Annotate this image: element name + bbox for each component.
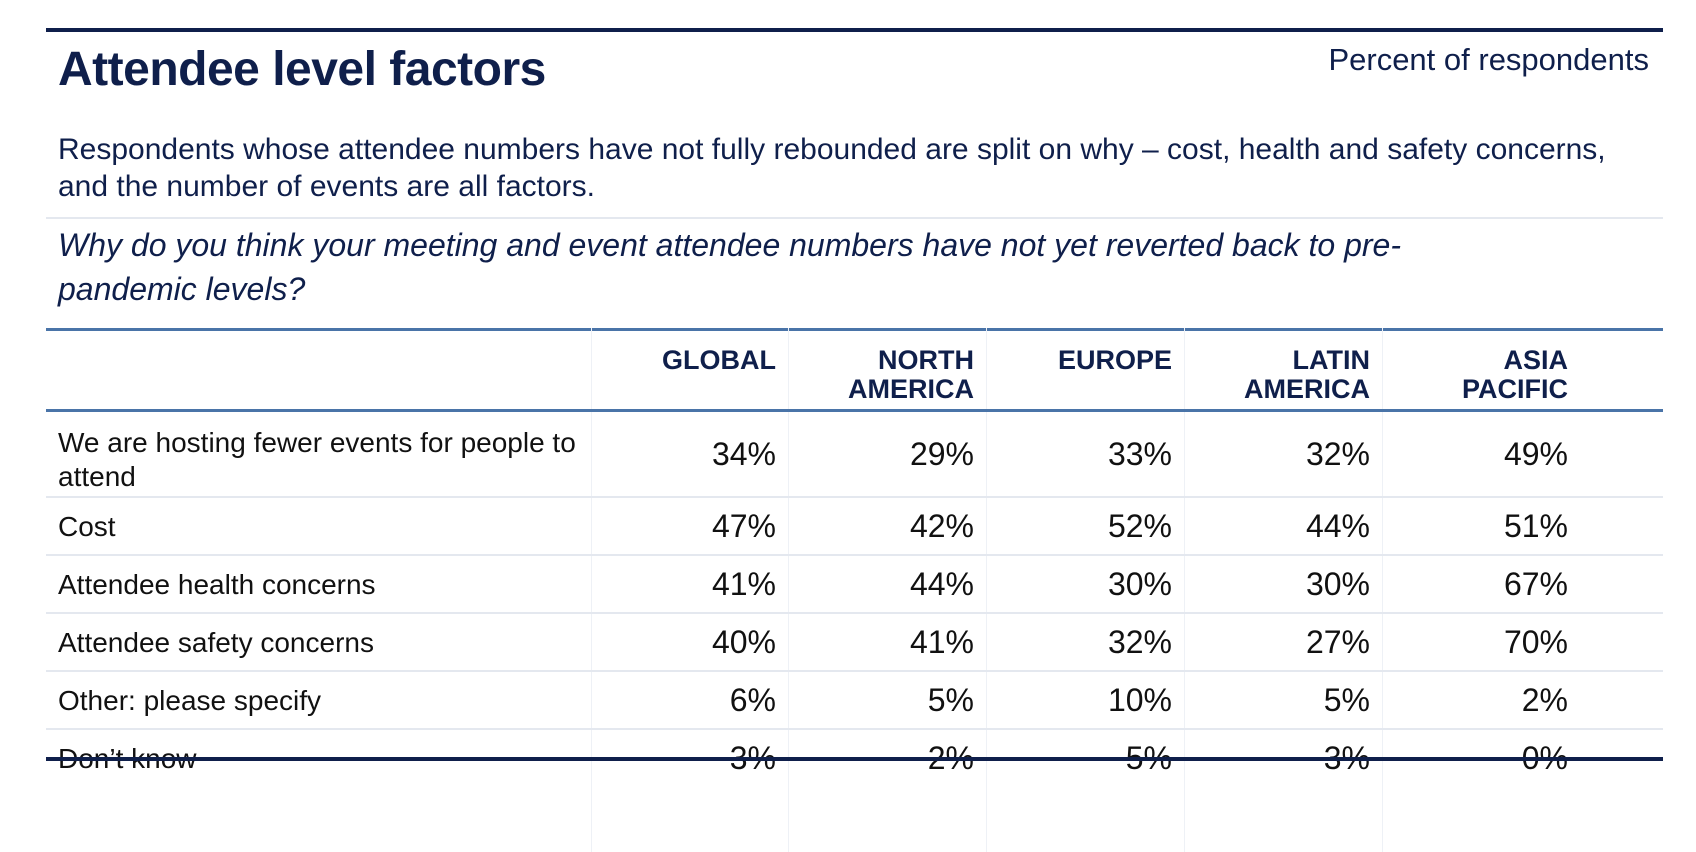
cell-north-america: 42% <box>909 508 974 544</box>
cell-latin-america: 30% <box>1305 566 1370 602</box>
top-rule <box>46 28 1663 32</box>
column-header-europe: EUROPE <box>1057 345 1172 375</box>
cell-latin-america: 27% <box>1305 624 1370 660</box>
description-text: Respondents whose attendee numbers have … <box>58 133 1606 203</box>
table-row: Other: please specify 6% 5% 10% 5% 2% <box>46 672 1663 728</box>
cell-global: 34% <box>711 436 776 472</box>
cell-global: 6% <box>729 682 776 718</box>
cell-asia-pacific: 2% <box>1521 682 1568 718</box>
cell-latin-america: 44% <box>1305 508 1370 544</box>
cell-asia-pacific: 70% <box>1503 624 1568 660</box>
cell-europe: 32% <box>1107 624 1172 660</box>
cell-latin-america: 5% <box>1323 682 1370 718</box>
question-text: Why do you think your meeting and event … <box>58 227 1401 307</box>
page-title: Attendee level factors <box>58 43 546 96</box>
column-header-north-america: NORTH AMERICA <box>848 345 974 404</box>
divider <box>46 217 1663 219</box>
row-divider <box>46 670 1663 672</box>
unit-label: Percent of respondents <box>1328 42 1649 77</box>
cell-global: 47% <box>711 508 776 544</box>
table-row: Attendee safety concerns 40% 41% 32% 27%… <box>46 614 1663 670</box>
header-bottom-rule <box>46 409 1663 412</box>
row-label: Attendee health concerns <box>58 569 376 600</box>
row-divider <box>46 496 1663 498</box>
row-label: We are hosting fewer events for people t… <box>58 427 576 492</box>
cell-north-america: 5% <box>927 682 974 718</box>
cell-europe: 33% <box>1107 436 1172 472</box>
table-frame: Attendee level factors Percent of respon… <box>46 28 1663 852</box>
column-header-asia-pacific: ASIA PACIFIC <box>1462 345 1568 404</box>
cell-europe: 10% <box>1107 682 1172 718</box>
cell-north-america: 29% <box>909 436 974 472</box>
cell-global: 40% <box>711 624 776 660</box>
cell-latin-america: 32% <box>1305 436 1370 472</box>
cell-asia-pacific: 51% <box>1503 508 1568 544</box>
cell-global: 41% <box>711 566 776 602</box>
header-top-rule <box>46 328 1663 331</box>
row-divider <box>46 728 1663 730</box>
row-divider <box>46 554 1663 556</box>
header-row: Attendee level factors Percent of respon… <box>46 32 1663 108</box>
row-label: Cost <box>58 511 116 542</box>
cell-north-america: 44% <box>909 566 974 602</box>
row-label: Other: please specify <box>58 685 322 716</box>
cell-asia-pacific: 49% <box>1503 436 1568 472</box>
table-row: We are hosting fewer events for people t… <box>46 412 1663 496</box>
bottom-rule <box>46 757 1663 761</box>
cell-europe: 52% <box>1107 508 1172 544</box>
row-label: Attendee safety concerns <box>58 627 374 658</box>
table-row: Attendee health concerns 41% 44% 30% 30%… <box>46 556 1663 612</box>
column-header-global: GLOBAL <box>662 345 776 375</box>
cell-asia-pacific: 67% <box>1503 566 1568 602</box>
column-header-latin-america: LATIN AMERICA <box>1244 345 1370 404</box>
row-divider <box>46 612 1663 614</box>
table-row: Cost 47% 42% 52% 44% 51% <box>46 498 1663 554</box>
cell-europe: 30% <box>1107 566 1172 602</box>
cell-north-america: 41% <box>909 624 974 660</box>
